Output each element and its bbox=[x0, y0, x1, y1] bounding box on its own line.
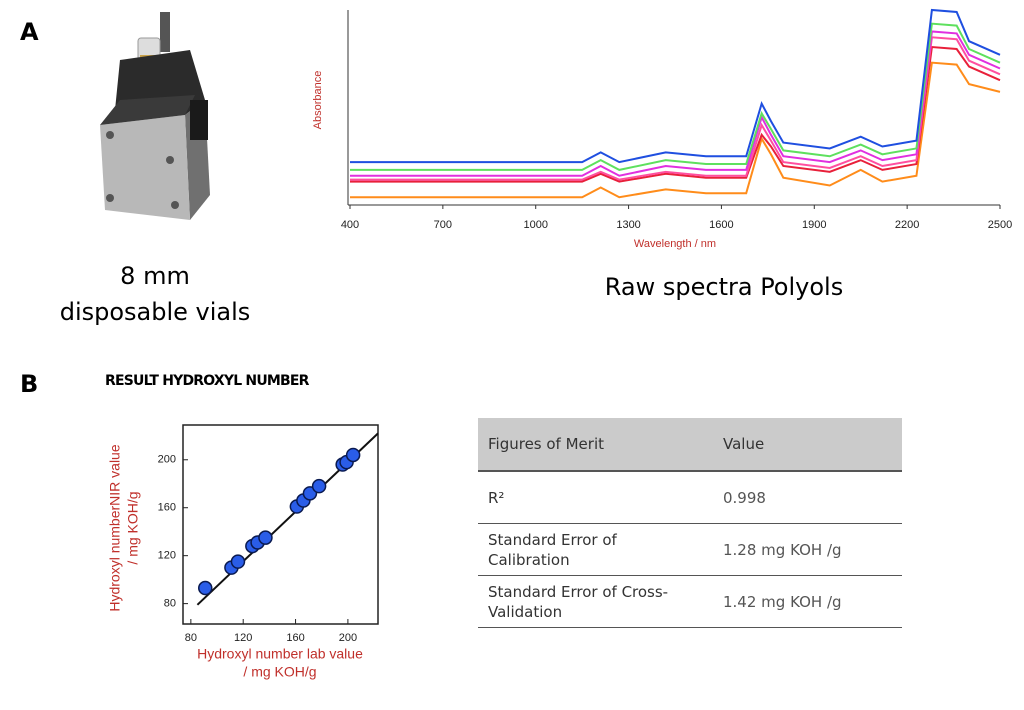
x-tick-label: 1300 bbox=[616, 219, 640, 231]
cell: 0.998 bbox=[713, 471, 902, 524]
spectrum-line bbox=[350, 61, 1001, 199]
y-axis-label: / mg KOH/g bbox=[125, 491, 141, 564]
plot-frame bbox=[182, 424, 379, 625]
x-tick-label: 2500 bbox=[988, 219, 1012, 231]
header-cell: Figures of Merit bbox=[478, 418, 713, 472]
cell: 1.28 mg KOH /g bbox=[713, 523, 902, 576]
spectrum-line bbox=[350, 30, 1001, 177]
panel-label: A bbox=[20, 18, 39, 46]
x-tick-label: 2200 bbox=[895, 219, 919, 231]
vial-device-photo bbox=[100, 12, 210, 220]
table-row: Standard Error of Cross-Validation 1.42 … bbox=[478, 575, 902, 628]
x-tick-label: 120 bbox=[234, 632, 252, 644]
y-tick-label: 80 bbox=[164, 598, 176, 610]
x-tick-label: 700 bbox=[434, 219, 452, 231]
table-header: Figures of Merit Value bbox=[478, 418, 902, 472]
data-point bbox=[258, 530, 273, 545]
table-row: R² 0.998 bbox=[478, 471, 902, 524]
y-tick-label: 160 bbox=[158, 502, 176, 514]
caption: 8 mm bbox=[120, 262, 190, 290]
cell: Standard Error of Calibration bbox=[478, 523, 713, 576]
merit-table: Figures of Merit Value R² 0.998 Standard… bbox=[478, 418, 902, 628]
section-title: RESULT HYDROXYL NUMBER bbox=[105, 373, 310, 389]
data-point bbox=[197, 580, 213, 596]
caption: disposable vials bbox=[60, 298, 251, 326]
cell: 1.42 mg KOH /g bbox=[713, 575, 902, 628]
spectrum-line bbox=[350, 8, 1001, 164]
spectrum-line bbox=[350, 36, 1001, 181]
table-row: Standard Error of Calibration 1.28 mg KO… bbox=[478, 523, 902, 576]
header-cell: Value bbox=[713, 418, 902, 472]
y-axis-label: Hydroxyl numberNIR value bbox=[107, 444, 123, 611]
cell: R² bbox=[478, 471, 713, 524]
x-tick-label: 400 bbox=[341, 219, 359, 231]
x-tick-label: 200 bbox=[339, 632, 357, 644]
y-tick-label: 200 bbox=[158, 454, 176, 466]
x-axis-label: Wavelength / nm bbox=[634, 238, 716, 250]
x-axis-label: / mg KOH/g bbox=[243, 664, 316, 680]
x-tick-label: 1000 bbox=[523, 219, 547, 231]
x-tick-label: 160 bbox=[286, 632, 304, 644]
spectrum-line bbox=[350, 22, 1001, 171]
x-tick-label: 80 bbox=[185, 632, 197, 644]
cell: Standard Error of Cross-Validation bbox=[478, 575, 713, 628]
y-tick-label: 120 bbox=[158, 550, 176, 562]
x-axis-label: Hydroxyl number lab value bbox=[197, 646, 363, 662]
data-point bbox=[345, 447, 361, 463]
x-tick-label: 1600 bbox=[709, 219, 733, 231]
y-axis-label: Absorbance bbox=[312, 71, 324, 130]
x-tick-label: 1900 bbox=[802, 219, 826, 231]
panel-label: B bbox=[20, 370, 38, 398]
data-point bbox=[230, 554, 246, 569]
caption: Raw spectra Polyols bbox=[605, 273, 843, 301]
spectrum-line bbox=[350, 45, 1001, 183]
data-point bbox=[311, 478, 327, 494]
